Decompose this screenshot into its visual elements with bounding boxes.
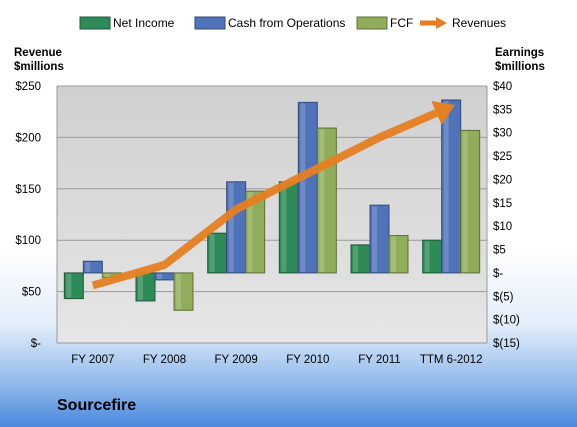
bar-highlight (300, 103, 306, 272)
bar-highlight (424, 241, 430, 272)
x-axis-tick-label: FY 2011 (358, 354, 400, 366)
bar-highlight (209, 234, 215, 272)
legend-swatch-net-income (79, 16, 111, 30)
revenue-line (91, 109, 439, 290)
company-name: Sourcefire (57, 397, 137, 414)
right-axis-tick-label: $(10) (493, 315, 520, 327)
x-axis-tick-label: FY 2009 (215, 354, 258, 366)
revenue-arrowhead (431, 100, 455, 125)
right-axis-tick-label: $30 (493, 128, 512, 140)
bar-highlight (104, 273, 110, 277)
left-axis-tick-label: $100 (15, 235, 41, 247)
bar-highlight (353, 245, 358, 272)
right-axis-tick-label: $25 (493, 151, 512, 163)
bar-fcf (388, 235, 409, 274)
plot-area (57, 86, 487, 343)
legend-swatch-cash-from-operations (194, 16, 226, 30)
bar-highlight (372, 206, 377, 272)
legend-swatch-fcf (356, 16, 388, 30)
right-axis-tick-label: $20 (493, 174, 512, 186)
bar-highlight (138, 273, 143, 300)
bar-highlight (391, 236, 396, 272)
right-axis-tick-label: $10 (493, 221, 512, 233)
right-axis-tick-label: $15 (493, 198, 512, 210)
bar-highlight (228, 182, 234, 272)
x-axis-tick-label: FY 2008 (143, 354, 186, 366)
legend-label: Cash from Operations (228, 16, 345, 30)
bar-fcf (173, 272, 194, 311)
bar-fcf (460, 129, 481, 274)
right-axis-tick-label: $35 (493, 104, 512, 116)
bar-highlight (176, 273, 181, 310)
bar-cash-from-operations (82, 260, 103, 274)
left-axis-tick-label: $250 (15, 81, 41, 93)
x-axis-tick-label: FY 2010 (286, 354, 329, 366)
legend-arrow-revenues (436, 17, 447, 29)
right-axis-title: Earnings (495, 47, 544, 59)
left-axis-tick-label: $200 (15, 132, 41, 144)
x-axis-tick-label: TTM 6-2012 (420, 354, 483, 366)
legend-label: Net Income (113, 16, 175, 30)
bar-highlight (66, 273, 72, 298)
legend-label: Revenues (452, 16, 506, 30)
right-axis-tick-label: $(5) (493, 291, 514, 303)
bar-highlight (85, 262, 91, 272)
bar-highlight (462, 131, 468, 272)
right-axis-tick-label: $- (493, 268, 503, 280)
bar-highlight (319, 129, 325, 272)
bar-highlight (247, 192, 253, 272)
bar-highlight (281, 182, 287, 272)
bar-highlight (443, 101, 449, 272)
bar-net-income (63, 272, 84, 300)
bar-fcf (245, 190, 266, 274)
right-axis-tick-label: $(15) (493, 338, 520, 350)
x-axis-tick-label: FY 2007 (71, 354, 114, 366)
bar-highlight (157, 273, 162, 279)
legend-label: FCF (390, 16, 413, 30)
left-axis-title: Revenue (14, 47, 62, 59)
left-axis-tick-label: $50 (22, 287, 41, 299)
left-axis-tick-label: $150 (15, 184, 41, 196)
left-axis-title: $millions (14, 61, 64, 73)
left-axis-tick-label: $- (31, 338, 41, 350)
right-axis-title: $millions (495, 61, 545, 73)
right-axis-tick-label: $40 (493, 81, 512, 93)
right-axis-tick-label: $5 (493, 245, 506, 257)
